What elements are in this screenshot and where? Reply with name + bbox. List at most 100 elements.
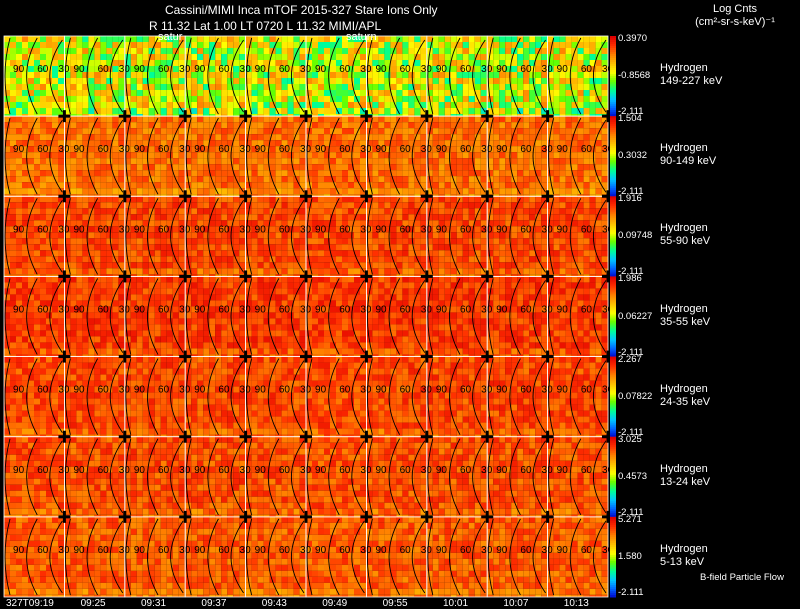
colorbar-segment <box>610 46 616 49</box>
colorbar-segment <box>610 160 616 163</box>
colorbar-segment <box>610 236 616 239</box>
contour-line <box>65 518 71 596</box>
colorbar-segment <box>610 320 616 324</box>
contour-label: 90 <box>375 224 387 235</box>
colorbar-segment <box>610 446 616 450</box>
contour-label: 90 <box>13 465 25 476</box>
energy-range: 55-90 keV <box>660 235 711 248</box>
cross-marker <box>606 270 610 283</box>
colorbar-segment <box>610 352 616 356</box>
colorbar-segment <box>610 180 616 183</box>
colorbar-segment <box>610 500 616 504</box>
contour-line <box>86 278 99 355</box>
colorbar-segment <box>610 554 616 558</box>
cross-marker <box>123 430 127 443</box>
colorbar-segment <box>610 198 616 201</box>
contour-label: 90 <box>134 465 146 476</box>
colorbar-segment <box>610 296 616 299</box>
contour-line <box>49 280 63 353</box>
contour-line <box>472 39 486 113</box>
contour-line <box>472 280 486 353</box>
colorbar-segment <box>610 226 616 229</box>
colorbar-segment <box>610 256 616 259</box>
contour-label: 90 <box>375 465 387 476</box>
contour-line <box>267 438 280 516</box>
contour-label: 90 <box>134 144 146 155</box>
cross-marker <box>425 190 429 203</box>
contour-line <box>185 118 192 195</box>
cross-marker <box>546 510 550 523</box>
colorbar-segment <box>610 298 616 301</box>
colorbar-segment <box>610 586 616 590</box>
species-name: Hydrogen <box>660 142 708 155</box>
contour-label: 90 <box>255 385 267 396</box>
contour-line <box>472 119 486 193</box>
colorbar-4 <box>610 276 616 358</box>
colorbar-segment <box>610 592 616 596</box>
species-label: Hydrogen 90-149 keV <box>660 142 716 168</box>
colorbar-segment <box>610 452 616 456</box>
colorbar-segment <box>610 56 616 59</box>
contour-label: 90 <box>194 545 206 556</box>
colorbar-segment <box>610 306 616 309</box>
cross-marker <box>485 510 489 523</box>
contour-line <box>411 200 426 273</box>
colorbar-segment <box>610 134 616 137</box>
contour-label: 90 <box>255 224 267 235</box>
contour-line <box>147 438 159 516</box>
colorbar-segment <box>610 454 616 458</box>
contour-label: 90 <box>73 385 85 396</box>
contour-line <box>367 118 373 195</box>
contour-label: 90 <box>73 465 85 476</box>
contour-line <box>26 518 38 596</box>
colorbar-segment <box>610 574 616 578</box>
contour-line <box>207 358 219 435</box>
colorbar-segment <box>610 258 616 261</box>
colorbar-segment <box>610 360 616 364</box>
colorbar-segment <box>610 238 616 241</box>
colorbar-segment <box>610 142 616 145</box>
contour-label: 60 <box>400 64 412 75</box>
colorbar-segment <box>610 284 616 287</box>
contour-line <box>427 118 434 195</box>
colorbar-segment <box>610 294 616 297</box>
colorbar-segment <box>610 396 616 400</box>
colorbar-segment <box>610 580 616 584</box>
contour-label: 90 <box>134 64 146 75</box>
colorbar-segment <box>610 594 616 598</box>
contour-line <box>592 360 607 433</box>
colorbar-segment <box>610 502 616 506</box>
contour-label: 60 <box>98 64 110 75</box>
colorbar-segment <box>610 334 616 338</box>
colorbar-segment <box>610 58 616 61</box>
time-tick-label: 09:37 <box>201 598 227 609</box>
contour-label: 90 <box>194 144 206 155</box>
contour-line <box>230 280 244 353</box>
colorbar-segment <box>610 588 616 592</box>
colorbar-segment <box>610 116 616 119</box>
contour-label: 90 <box>134 304 146 315</box>
contour-line <box>267 518 280 596</box>
contour-label: 90 <box>255 465 267 476</box>
colorbar-segment <box>610 312 616 315</box>
contour-line <box>411 119 426 193</box>
colorbar-segment <box>610 458 616 462</box>
colorbar-segment <box>610 562 616 566</box>
colorbar-segment <box>610 566 616 570</box>
contour-line <box>170 360 184 433</box>
contour-line <box>267 37 280 115</box>
contour-label: 90 <box>194 385 206 396</box>
contour-label: 60 <box>460 144 472 155</box>
contour-label: 60 <box>158 545 170 556</box>
contour-line <box>548 198 555 275</box>
contour-label: 60 <box>581 224 593 235</box>
colorbar-unit-title: Log Cnts (cm²-sr-s-keV)⁻¹ <box>680 3 790 28</box>
colorbar-segment <box>610 280 616 283</box>
contour-label: 60 <box>279 224 291 235</box>
colorbar-segment <box>610 420 616 424</box>
colorbar-segment <box>610 114 616 117</box>
colorbar-segment <box>610 544 616 548</box>
contour-line <box>185 198 192 275</box>
colorbar-segment <box>610 388 616 392</box>
cross-marker <box>364 350 368 363</box>
